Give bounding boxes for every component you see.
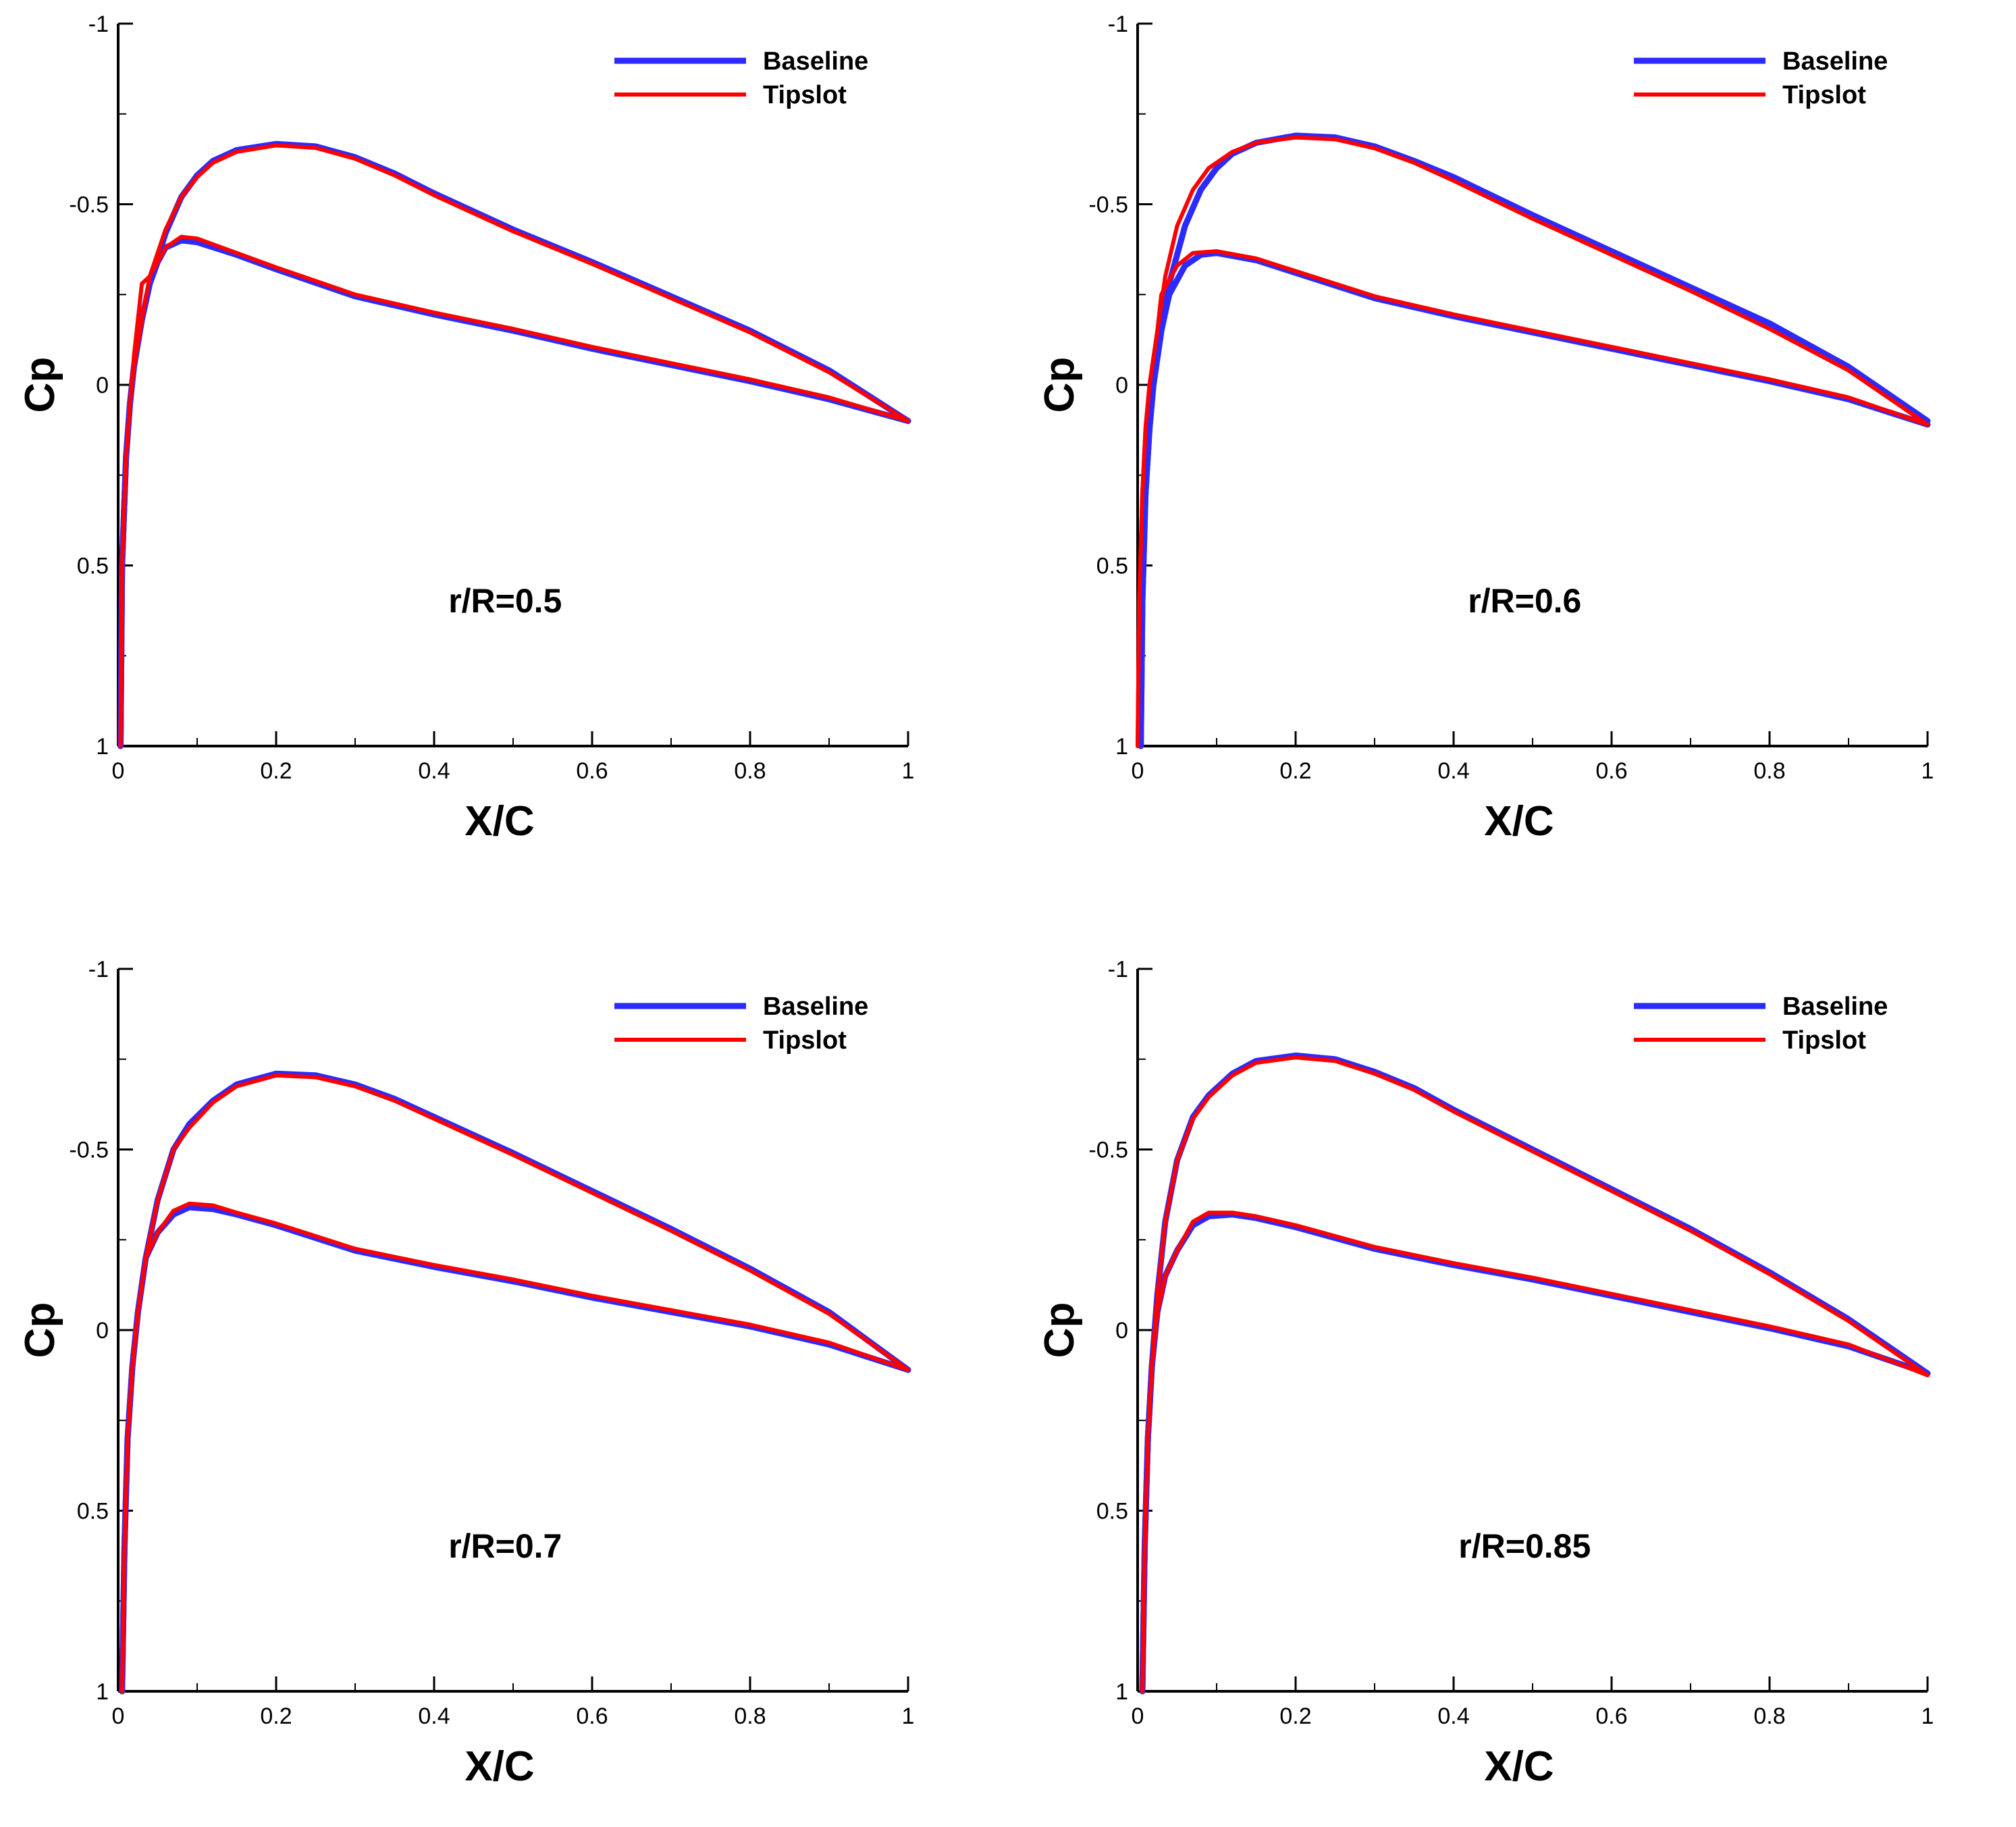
y-tick-label: 0.5: [77, 554, 109, 579]
x-tick-label: 0.6: [576, 758, 608, 784]
y-tick-label: 0.5: [1096, 554, 1128, 579]
x-tick-label: 1: [902, 758, 915, 784]
radius-annotation: r/R=0.6: [1468, 582, 1581, 620]
y-tick-label: 1: [96, 1679, 109, 1705]
x-tick-label: 1: [1921, 758, 1934, 784]
x-tick-label: 0: [1132, 758, 1144, 784]
tipslot-lower-surface-line: [1140, 1211, 1930, 1693]
y-tick-label: -1: [1108, 11, 1128, 37]
x-axis-title: X/C: [465, 1743, 534, 1790]
legend-label-tipslot: Tipslot: [763, 81, 847, 109]
x-tick-label: 0.6: [1595, 1703, 1627, 1729]
y-axis-title: Cp: [17, 1302, 63, 1358]
y-tick-label: -1: [88, 957, 109, 982]
radius-annotation: r/R=0.7: [448, 1527, 562, 1565]
x-tick-label: 0: [112, 1703, 125, 1729]
x-tick-label: 1: [1921, 1703, 1934, 1729]
tipslot-upper-surface-line: [1136, 135, 1930, 748]
x-tick-label: 0.8: [1753, 1703, 1785, 1729]
legend-label-baseline: Baseline: [763, 47, 868, 76]
x-tick-label: 0.4: [418, 758, 450, 784]
legend-label-tipslot: Tipslot: [1782, 1026, 1866, 1055]
x-tick-label: 0.2: [1279, 1703, 1311, 1729]
x-tick-label: 0.8: [734, 758, 766, 784]
y-tick-label: -0.5: [69, 1138, 109, 1163]
x-tick-label: 0.6: [576, 1703, 608, 1729]
y-tick-label: 1: [96, 734, 109, 760]
tipslot-upper-surface-line: [120, 1073, 910, 1693]
cp-chart: 0 0.2 0.4 0.6 0.8 1 -1 -0.5 0 0.5 1 X/C Cp r/R=0.6 Bas…: [1036, 11, 1934, 845]
y-tick-label: 0: [96, 1318, 109, 1344]
baseline-lower-surface-line: [1138, 250, 1931, 749]
baseline-lower-surface-line: [1139, 1211, 1931, 1695]
legend-label-tipslot: Tipslot: [1782, 81, 1866, 109]
cp-chart: 0 0.2 0.4 0.6 0.8 1 -1 -0.5 0 0.5 1 X/C Cp r/R=0.5 Bas…: [17, 11, 915, 845]
y-tick-label: 0: [96, 373, 109, 398]
radius-annotation: r/R=0.85: [1458, 1527, 1591, 1565]
x-axis-title: X/C: [1484, 798, 1554, 845]
baseline-upper-surface-line: [119, 1070, 911, 1695]
y-tick-label: -1: [1108, 957, 1128, 982]
y-tick-label: 1: [1115, 1679, 1128, 1705]
legend-label-baseline: Baseline: [1782, 992, 1888, 1021]
tipslot-upper-surface-line: [118, 143, 910, 748]
y-axis-title: Cp: [17, 357, 63, 413]
tipslot-lower-surface-line: [118, 234, 910, 748]
x-axis-title: X/C: [465, 798, 534, 845]
cp-chart: 0 0.2 0.4 0.6 0.8 1 -1 -0.5 0 0.5 1 X/C Cp r/R=0.7 Bas…: [17, 957, 915, 1790]
y-axis-title: Cp: [1036, 1302, 1083, 1358]
x-tick-label: 0.4: [1437, 1703, 1469, 1729]
legend-label-tipslot: Tipslot: [763, 1026, 847, 1055]
chart-panel-r-0-7: 0 0.2 0.4 0.6 0.8 1 -1 -0.5 0 0.5 1 X/C Cp r/R=0.7 Bas…: [14, 952, 986, 1803]
y-axis-title: Cp: [1036, 357, 1083, 413]
x-tick-label: 0.6: [1595, 758, 1627, 784]
baseline-upper-surface-line: [117, 140, 911, 749]
y-tick-label: 0.5: [1096, 1499, 1128, 1525]
legend-label-baseline: Baseline: [763, 992, 868, 1021]
y-tick-label: -0.5: [1088, 192, 1128, 218]
y-tick-label: -0.5: [69, 192, 109, 218]
tipslot-upper-surface-line: [1140, 1055, 1930, 1693]
y-tick-label: 0: [1115, 1318, 1128, 1344]
x-tick-label: 0: [112, 758, 125, 784]
radius-annotation: r/R=0.5: [448, 582, 562, 620]
x-tick-label: 0.2: [1279, 758, 1311, 784]
y-tick-label: 0.5: [77, 1499, 109, 1525]
baseline-lower-surface-line: [117, 237, 911, 749]
x-tick-label: 0.4: [1437, 758, 1469, 784]
x-tick-label: 1: [902, 1703, 915, 1729]
y-tick-label: -0.5: [1088, 1138, 1128, 1163]
cp-chart: 0 0.2 0.4 0.6 0.8 1 -1 -0.5 0 0.5 1 X/C Cp r/R=0.85 Ba…: [1036, 957, 1934, 1790]
x-tick-label: 0: [1132, 1703, 1144, 1729]
y-tick-label: -1: [88, 11, 109, 37]
baseline-upper-surface-line: [1138, 132, 1931, 749]
tipslot-lower-surface-line: [120, 1201, 910, 1693]
tipslot-lower-surface-line: [1136, 249, 1930, 748]
x-tick-label: 0.8: [1753, 758, 1785, 784]
legend-label-baseline: Baseline: [1782, 47, 1888, 76]
x-tick-label: 0.4: [418, 1703, 450, 1729]
chart-panel-r-0-6: 0 0.2 0.4 0.6 0.8 1 -1 -0.5 0 0.5 1 X/C Cp r/R=0.6 Bas…: [1033, 7, 2005, 857]
chart-panel-r-0-85: 0 0.2 0.4 0.6 0.8 1 -1 -0.5 0 0.5 1 X/C Cp r/R=0.85 Ba…: [1033, 952, 2005, 1803]
x-tick-label: 0.2: [260, 1703, 292, 1729]
y-tick-label: 1: [1115, 734, 1128, 760]
y-tick-label: 0: [1115, 373, 1128, 398]
x-axis-title: X/C: [1484, 1743, 1554, 1790]
chart-panel-r-0-5: 0 0.2 0.4 0.6 0.8 1 -1 -0.5 0 0.5 1 X/C Cp r/R=0.5 Bas…: [14, 7, 986, 857]
x-tick-label: 0.8: [734, 1703, 766, 1729]
x-tick-label: 0.2: [260, 758, 292, 784]
